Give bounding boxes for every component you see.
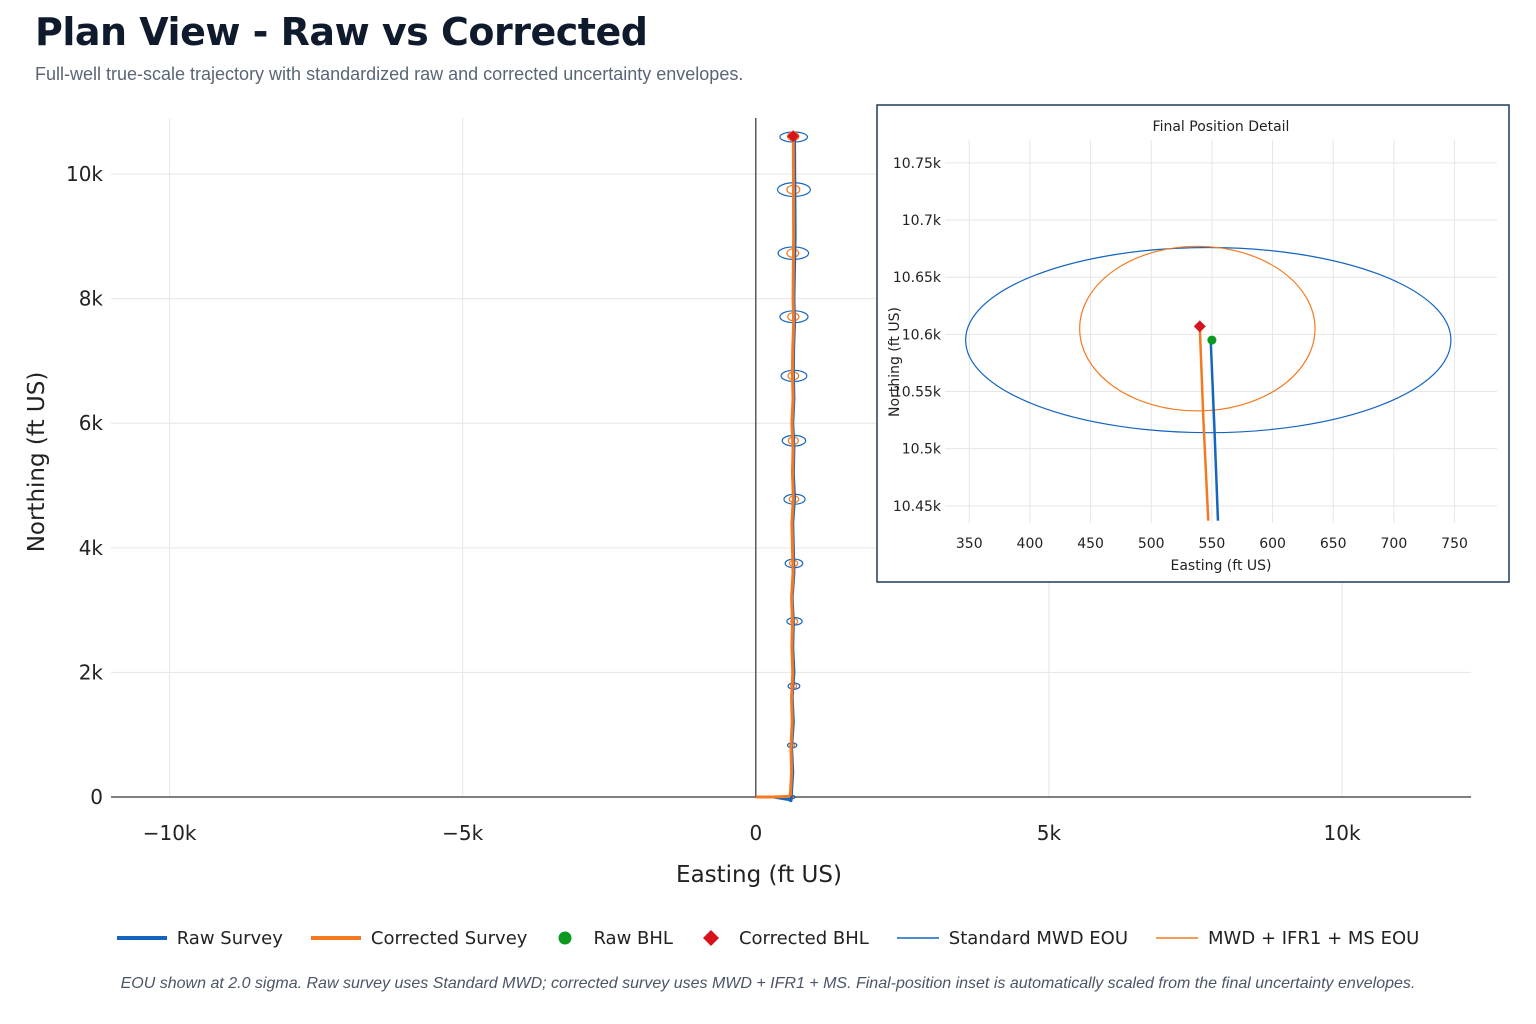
y-tick-label: 10.5k xyxy=(902,442,942,458)
y-tick-label: 10.65k xyxy=(893,270,942,286)
corrected-survey-line xyxy=(1198,326,1210,521)
y-tick-label: 10.75k xyxy=(893,156,942,172)
raw-survey-line xyxy=(755,136,797,803)
legend-item-raw-survey[interactable]: Raw Survey xyxy=(116,927,283,949)
x-tick-label: 750 xyxy=(1441,536,1468,552)
legend-label: Raw BHL xyxy=(593,927,673,949)
main-series xyxy=(755,130,800,803)
inset-x-axis-title: Easting (ft US) xyxy=(1171,558,1272,574)
x-tick-label: 450 xyxy=(1077,536,1104,552)
y-tick-label: 10.55k xyxy=(893,385,942,401)
legend-label: Corrected BHL xyxy=(738,927,869,949)
x-tick-label: 650 xyxy=(1320,536,1347,552)
legend-swatch-standard-mwd-eou xyxy=(896,937,939,939)
y-tick-label: 4k xyxy=(79,536,104,560)
inset-series xyxy=(1193,320,1220,521)
x-tick-label: 600 xyxy=(1259,536,1286,552)
inset-tick-labels: 350 400 450 500 550 600 650 700 750 10.45k 10.5k 10… xyxy=(893,156,1468,552)
x-tick-label: 700 xyxy=(1381,536,1408,552)
corrected-bhl-point xyxy=(1193,320,1206,333)
y-tick-label: 8k xyxy=(79,287,104,311)
inset-y-axis-title: Northing (ft US) xyxy=(887,307,903,417)
x-tick-label: 0 xyxy=(749,821,762,845)
plan-view-chart: −10k −5k 0 5k 10k 0 2k 4k 6k 8k 10k Easting (ft US… xyxy=(24,104,1510,888)
y-tick-label: 10.7k xyxy=(902,213,942,229)
legend-item-mwd-ifr1-ms-eou[interactable]: MWD + IFR1 + MS EOU xyxy=(1156,928,1419,949)
legend: Raw Survey Corrected Survey Raw BHL Corr… xyxy=(0,922,1536,954)
footnote: EOU shown at 2.0 sigma. Raw survey uses … xyxy=(120,975,1416,992)
corrected-survey-line xyxy=(755,136,796,799)
legend-label: Corrected Survey xyxy=(370,927,528,949)
y-tick-label: 10.6k xyxy=(902,327,942,343)
y-tick-label: 2k xyxy=(79,660,104,684)
legend-swatch-corrected-bhl-diamond-icon xyxy=(702,930,719,946)
legend-label: Raw Survey xyxy=(176,927,283,949)
x-tick-label: 5k xyxy=(1037,821,1062,845)
x-tick-label: −10k xyxy=(143,821,197,845)
x-tick-label: 400 xyxy=(1017,536,1044,552)
page-title: Plan View - Raw vs Corrected xyxy=(35,10,648,54)
legend-item-standard-mwd-eou[interactable]: Standard MWD EOU xyxy=(896,927,1129,949)
legend-label: MWD + IFR1 + MS EOU xyxy=(1208,927,1420,949)
x-tick-label: 550 xyxy=(1199,536,1226,552)
inset-frame xyxy=(876,104,1510,583)
legend-swatch-mwd-ifr1-ms-eou xyxy=(1156,937,1199,939)
x-tick-label: 10k xyxy=(1324,821,1361,845)
corrected-bhl-point xyxy=(787,130,800,143)
legend-swatch-raw-survey xyxy=(116,936,167,940)
legend-item-corrected-bhl[interactable]: Corrected BHL xyxy=(701,928,869,949)
main-tick-labels: −10k −5k 0 5k 10k 0 2k 4k 6k 8k 10k xyxy=(66,162,1361,845)
legend-item-raw-bhl[interactable]: Raw BHL xyxy=(555,928,673,949)
legend-item-corrected-survey[interactable]: Corrected Survey xyxy=(310,927,528,949)
y-tick-label: 0 xyxy=(90,785,103,809)
inset-panel: 350 400 450 500 550 600 650 700 750 10.45k 10.5k 10… xyxy=(876,104,1510,583)
y-tick-label: 10.45k xyxy=(893,499,942,515)
inset-grid xyxy=(945,140,1497,523)
raw-bhl-point xyxy=(1207,335,1217,345)
x-tick-label: 500 xyxy=(1138,536,1165,552)
mwd-ifr1-ms-eou-ellipse xyxy=(1079,245,1316,412)
y-tick-label: 6k xyxy=(79,411,104,435)
y-axis-title: Northing (ft US) xyxy=(24,372,50,553)
x-axis-title: Easting (ft US) xyxy=(676,862,842,888)
standard-mwd-eou-ellipse xyxy=(965,246,1452,434)
page-subtitle: Full-well true-scale trajectory with sta… xyxy=(35,64,744,84)
raw-survey-line xyxy=(1209,340,1220,521)
inset-title: Final Position Detail xyxy=(1153,119,1290,135)
legend-swatch-raw-bhl-dot-icon xyxy=(558,931,572,945)
y-tick-label: 10k xyxy=(66,162,103,186)
legend-swatch-corrected-survey xyxy=(310,936,361,940)
inset-eou-ellipses xyxy=(965,245,1452,434)
legend-label: Standard MWD EOU xyxy=(948,927,1129,949)
x-tick-label: −5k xyxy=(442,821,483,845)
x-tick-label: 350 xyxy=(956,536,983,552)
